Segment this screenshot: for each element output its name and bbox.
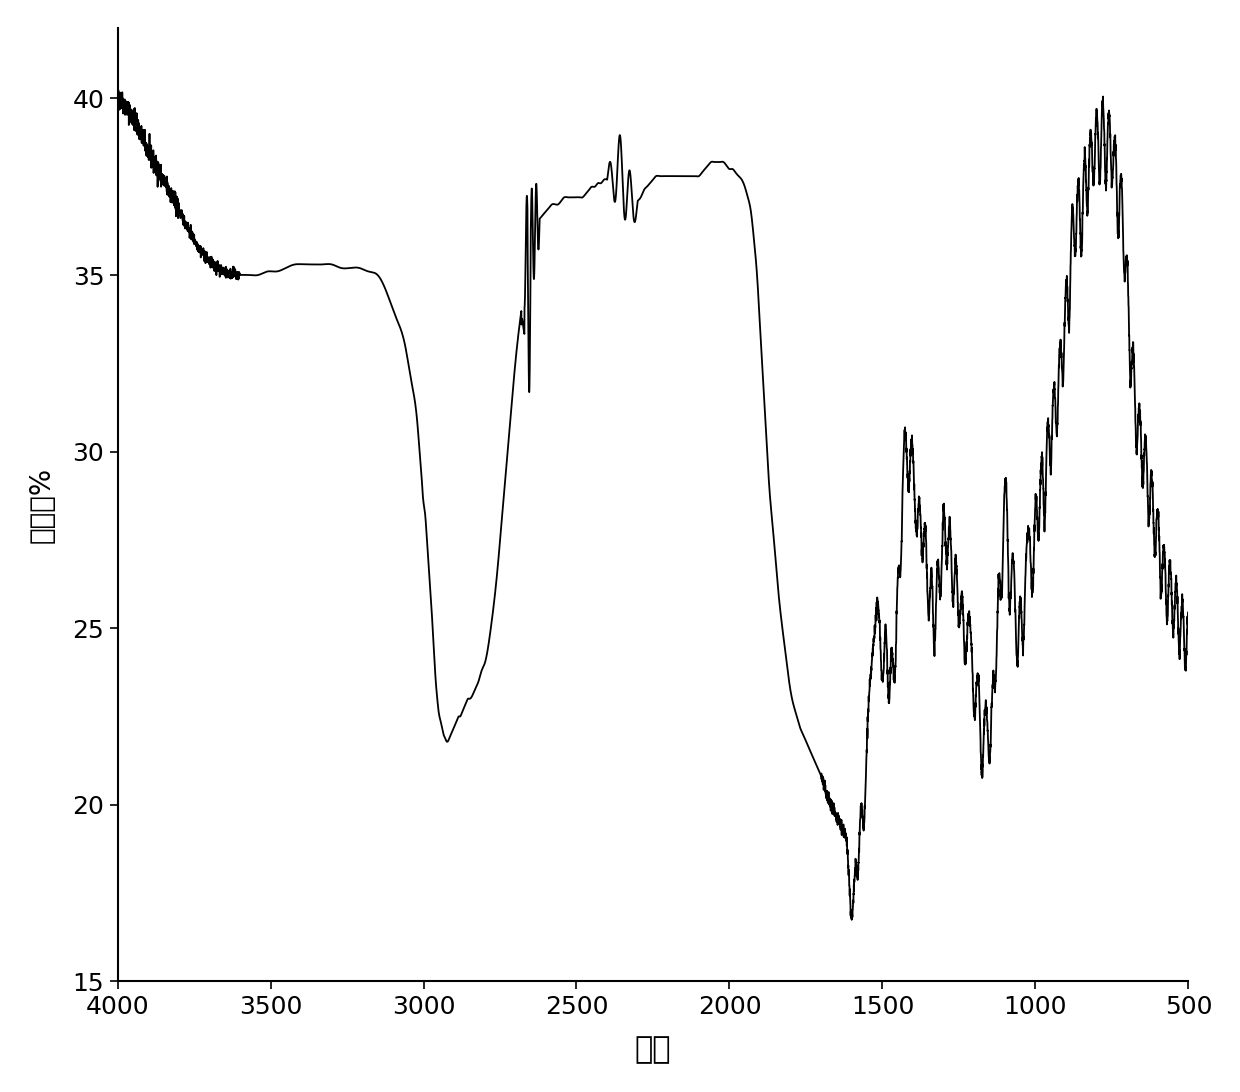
- X-axis label: 波数: 波数: [635, 1035, 671, 1065]
- Y-axis label: 透射率%: 透射率%: [27, 466, 56, 543]
